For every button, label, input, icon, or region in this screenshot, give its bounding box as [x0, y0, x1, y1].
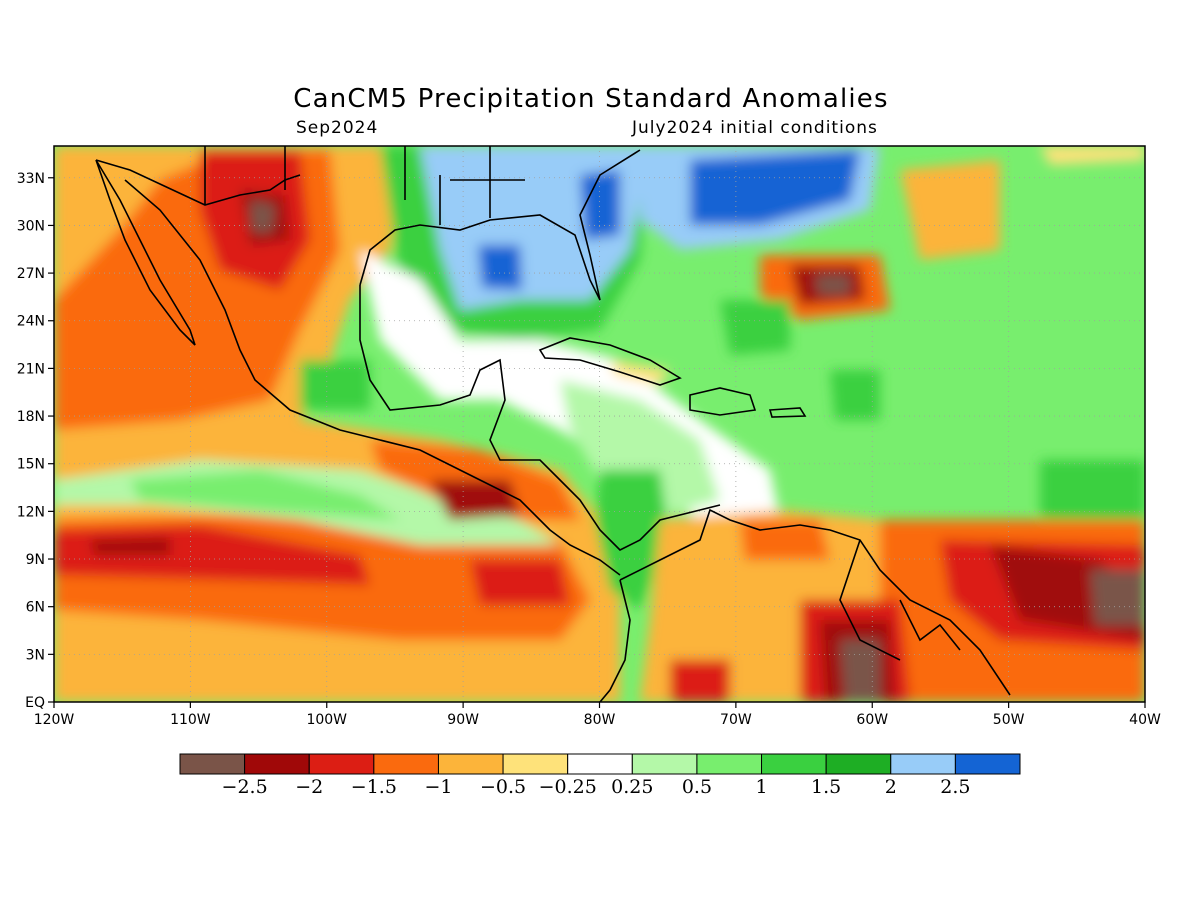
- field-atlantic-wet-a: [720, 300, 790, 355]
- colorbar-label: −2.5: [221, 776, 268, 798]
- colorbar-swatch: [825, 753, 892, 775]
- coastline-hispaniola: [689, 387, 757, 416]
- colorbar-label: 2: [884, 776, 897, 798]
- forecast-month: Sep2024: [296, 118, 379, 138]
- field-pacific-east: [470, 560, 570, 605]
- field-centam-core: [430, 480, 520, 520]
- lon-tick-label: 80W: [584, 712, 616, 728]
- colorbar-swatch: [244, 753, 310, 775]
- coastline-puerto-rico: [768, 407, 807, 418]
- lat-tick-label: 3N: [26, 647, 45, 663]
- field-pacific-peak: [90, 538, 170, 555]
- field-colombia-dry: [670, 660, 730, 702]
- coastline-gulf: [359, 149, 641, 301]
- coastline-baja: [95, 159, 196, 346]
- coastline-south-america: [619, 508, 1011, 696]
- colorbar-swatch: [179, 753, 246, 775]
- field-gulf-blue: [478, 245, 522, 290]
- colorbar-label: 0.5: [681, 776, 713, 798]
- lat-tick-label: 6N: [26, 600, 45, 616]
- initial-conditions-label: July2024 initial conditions: [632, 118, 878, 138]
- coastlines: [95, 146, 1011, 702]
- field-caribbean-light: [560, 380, 720, 520]
- coastline-pacific-colombia: [599, 579, 631, 702]
- colorbar-swatch: [696, 753, 763, 775]
- lat-tick-label: 24N: [17, 314, 45, 330]
- colorbar-label: −0.25: [538, 776, 597, 798]
- latitude-axis: EQ 3N 6N 9N 12N 15N 18N 21N 24N 27N 30N 33N: [17, 171, 54, 711]
- lon-tick-label: 100W: [306, 712, 347, 728]
- lon-tick-label: 110W: [170, 712, 211, 728]
- colorbar-swatch: [954, 753, 1021, 775]
- anomaly-field: [54, 146, 1145, 702]
- colorbar-labels: −2.5 −2 −1.5 −1 −0.5 −0.25 0.25 0.5 1 1.5 2 2.5: [0, 776, 1200, 800]
- colorbar-swatch: [567, 753, 633, 775]
- lon-tick-label: 120W: [34, 712, 75, 728]
- colorbar-swatch: [308, 753, 375, 775]
- field-atlantic-eq-peak: [1090, 570, 1145, 625]
- field-itcz-green: [130, 470, 400, 520]
- border-state-lines: [204, 146, 525, 225]
- field-atlantic-dry-north: [900, 160, 1000, 260]
- border-guyana: [839, 539, 961, 661]
- coastline-cuba: [538, 337, 682, 386]
- field-pacific-wet: [300, 360, 370, 410]
- lat-tick-label: 21N: [17, 361, 45, 377]
- colorbar-swatch: [437, 753, 504, 775]
- colorbar-label: 1: [755, 776, 768, 798]
- lon-tick-label: 40W: [1129, 712, 1161, 728]
- lat-tick-label: 15N: [17, 457, 45, 473]
- field-panama-wet: [595, 470, 670, 610]
- colorbar-label: 2.5: [940, 776, 971, 798]
- colorbar-swatch: [890, 753, 956, 775]
- lat-tick-label: 18N: [17, 409, 45, 425]
- field-ne-dry: [1040, 146, 1145, 165]
- colorbar-label: 1.5: [811, 776, 842, 798]
- lat-tick-label: EQ: [25, 695, 45, 711]
- field-atlantic-dry-peak: [815, 275, 850, 295]
- colorbar-swatch: [761, 753, 827, 775]
- colorbar-swatch: [631, 753, 698, 775]
- map-title: CanCM5 Precipitation Standard Anomalies: [293, 84, 889, 114]
- field-atlantic-wet-c: [1040, 460, 1145, 530]
- lat-tick-label: 12N: [17, 504, 45, 520]
- colorbar: [179, 753, 1021, 775]
- lon-tick-label: 60W: [856, 712, 888, 728]
- lat-tick-label: 33N: [17, 171, 45, 187]
- lon-tick-label: 70W: [720, 712, 752, 728]
- colorbar-label: −1: [424, 776, 453, 798]
- colorbar-label: −0.5: [479, 776, 527, 798]
- field-cuba-dry: [610, 360, 670, 385]
- lat-tick-label: 27N: [17, 266, 45, 282]
- colorbar-swatch: [373, 753, 439, 775]
- lon-tick-label: 90W: [447, 712, 479, 728]
- field-venezuela-dry: [740, 520, 830, 560]
- lon-tick-label: 50W: [993, 712, 1025, 728]
- colorbar-label: −1.5: [350, 776, 397, 798]
- colorbar-label: 0.25: [611, 776, 654, 798]
- coastline-yucatan: [359, 285, 721, 551]
- field-atlantic-wet-b: [830, 370, 880, 420]
- longitude-axis: 120W 110W 100W 90W 80W 70W 60W 50W 40W: [34, 702, 1161, 728]
- colorbar-swatch: [502, 753, 569, 775]
- coastline-mexico-pacific: [124, 179, 621, 576]
- lat-tick-label: 30N: [17, 218, 45, 234]
- lat-tick-label: 9N: [26, 552, 45, 568]
- field-texas-peak: [250, 200, 275, 232]
- field-atlantic-blue: [690, 150, 860, 225]
- field-florida-blue: [580, 170, 620, 240]
- colorbar-label: −2: [295, 776, 324, 798]
- field-guyana-peak: [840, 640, 880, 702]
